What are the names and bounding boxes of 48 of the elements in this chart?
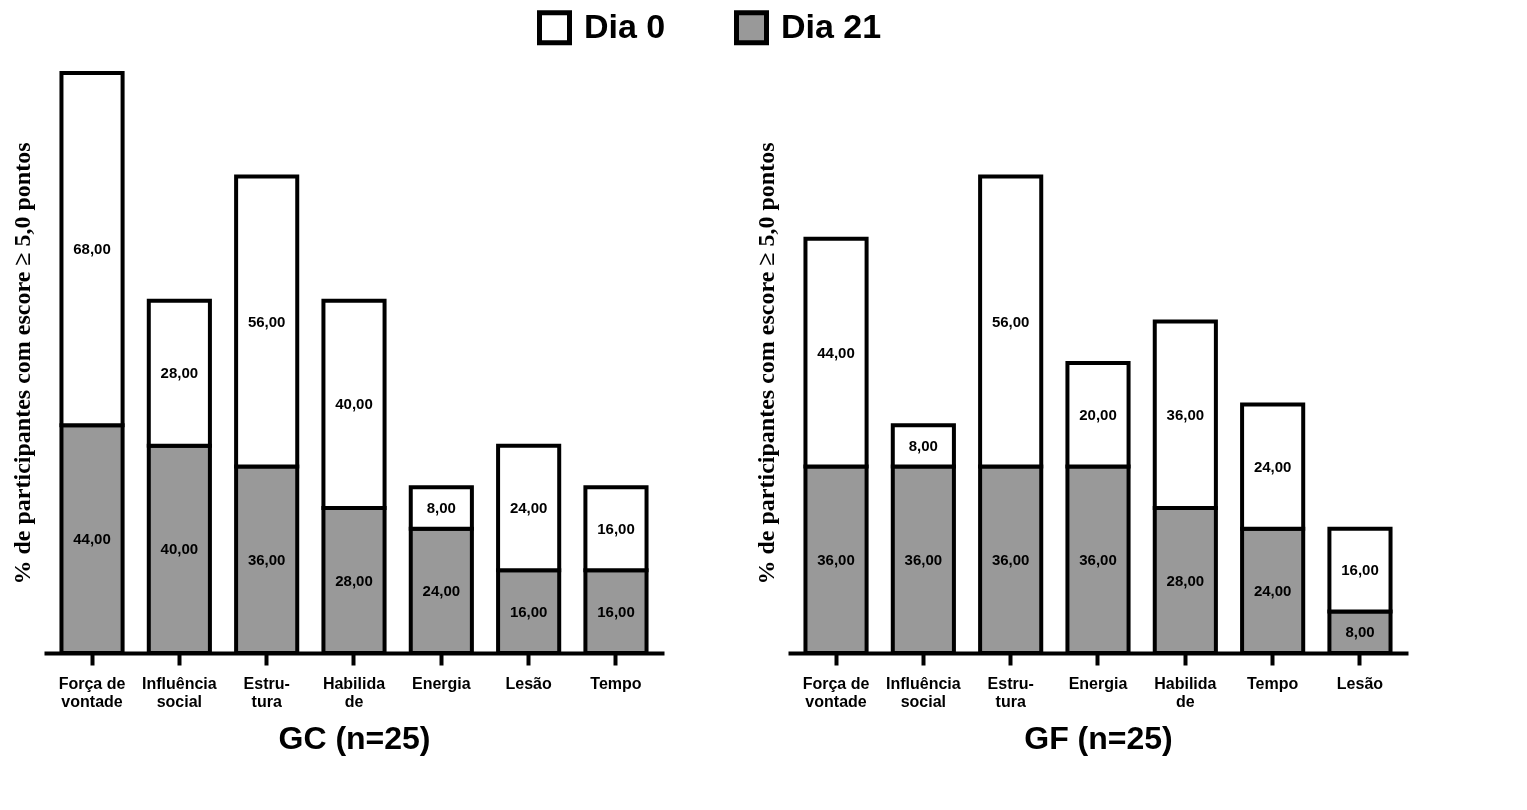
data-label: 16,00 (509, 602, 548, 620)
data-label: 56,00 (991, 312, 1030, 330)
legend-label: Dia 0 (584, 6, 666, 45)
data-label: 36,00 (1079, 550, 1117, 568)
x-tick-label: Habilida de (322, 674, 386, 710)
data-label: 16,00 (597, 602, 635, 620)
x-tick-label: Lesão (505, 674, 552, 692)
data-label: 44,00 (817, 343, 855, 361)
data-label: 24,00 (1253, 457, 1292, 475)
data-label: 68,00 (73, 240, 111, 258)
x-tick-label: Habilida de (1154, 674, 1217, 710)
data-label: 36,00 (904, 550, 943, 568)
data-label: 28,00 (160, 364, 199, 382)
data-label: 40,00 (160, 540, 199, 558)
x-axis-title: GF (n=25) (1024, 719, 1173, 756)
data-label: 24,00 (1253, 581, 1292, 599)
data-label: 8,00 (426, 499, 456, 516)
x-tick-label: Tempo (590, 674, 642, 692)
data-label: 36,00 (1166, 405, 1205, 423)
data-label: 36,00 (247, 550, 286, 568)
y-axis-title: % de participantes com escore ≥ 5,0 pontos (752, 142, 779, 585)
data-label: 24,00 (509, 499, 548, 516)
x-tick-label: Influência social (886, 674, 961, 710)
x-tick-label: Energia (1068, 674, 1128, 692)
data-label: 8,00 (908, 436, 938, 454)
data-label: 28,00 (1166, 571, 1205, 589)
data-label: 44,00 (73, 530, 111, 548)
x-tick-label: Energia (411, 674, 471, 692)
data-label: 16,00 (597, 519, 635, 537)
legend-label: Dia 21 (781, 6, 882, 45)
data-label: 56,00 (247, 312, 286, 330)
data-label: 36,00 (991, 550, 1030, 568)
x-tick-label: Estru- tura (987, 674, 1034, 710)
x-tick-label: Tempo (1247, 674, 1299, 692)
data-label: 20,00 (1079, 405, 1117, 423)
data-label: 24,00 (422, 581, 461, 599)
x-tick-label: Força de vontade (802, 674, 870, 710)
x-tick-label: Força de vontade (58, 674, 126, 710)
y-axis-title: % de participantes com escore ≥ 5,0 pontos (8, 142, 35, 585)
x-tick-label: Estru- tura (243, 674, 290, 710)
x-tick-label: Influência social (142, 674, 217, 710)
data-label: 16,00 (1341, 561, 1379, 579)
data-label: 8,00 (1345, 623, 1375, 641)
x-axis-title: GC (n=25) (278, 719, 431, 756)
data-label: 28,00 (335, 571, 373, 589)
data-label: 36,00 (817, 550, 855, 568)
x-tick-label: Lesão (1336, 674, 1384, 692)
data-label: 40,00 (335, 395, 373, 413)
